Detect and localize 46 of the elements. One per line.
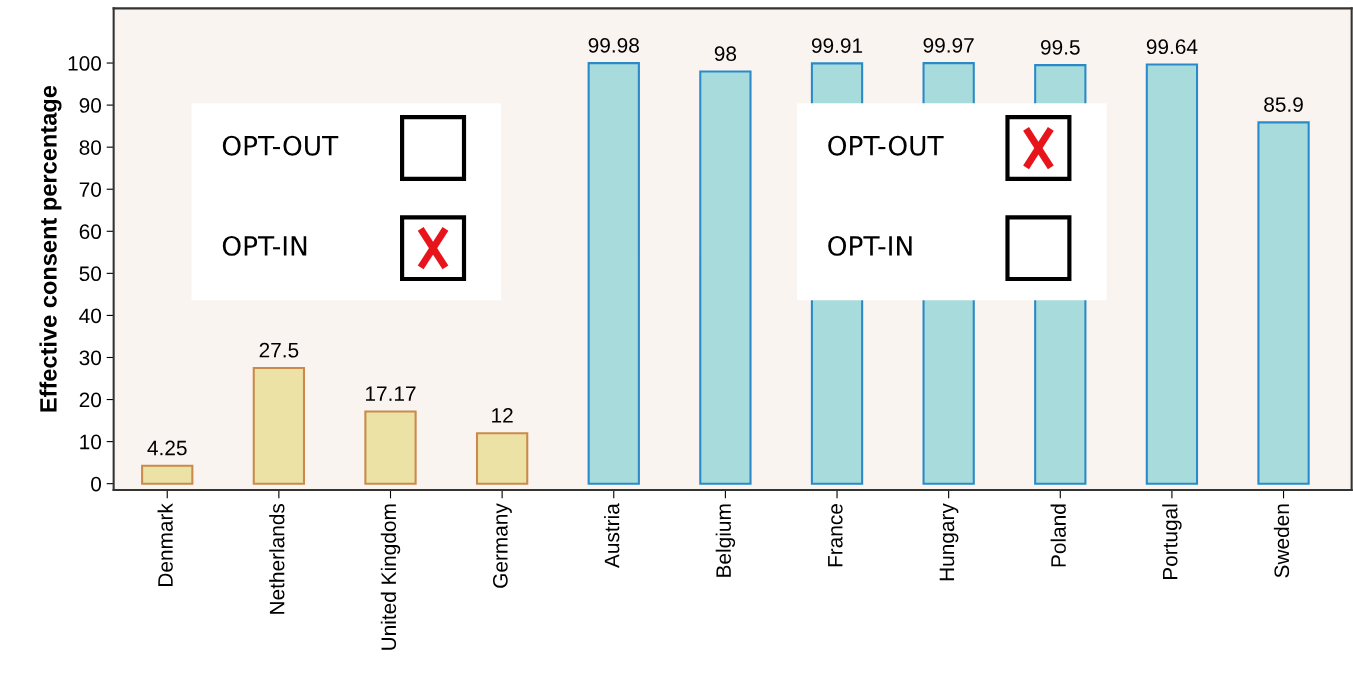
annotation: OPT-OUT: [828, 135, 944, 156]
bar: [252, 366, 306, 485]
data-label: 99.97: [923, 37, 974, 53]
bar: [587, 62, 640, 485]
x-tick-label: Belgium: [715, 504, 736, 577]
y-tick-label: 50: [79, 266, 102, 282]
y-tick-label: 20: [79, 392, 102, 408]
bar: [1257, 121, 1310, 485]
data-label: 98: [714, 46, 737, 62]
bar: [364, 410, 417, 485]
data-label: 85.9: [1264, 97, 1303, 112]
y-tick-label: 30: [79, 350, 102, 366]
x-tick-label: Netherlands: [269, 503, 285, 614]
data-label: 27.5: [259, 342, 299, 358]
x-tick-label: United Kingdom: [380, 504, 401, 650]
y-tick-label: 0: [91, 476, 102, 492]
data-label: 12: [492, 408, 513, 423]
data-label: 17.17: [366, 386, 416, 401]
y-axis-title: Effective consent percentage: [39, 85, 62, 412]
x-tick-label: Sweden: [1273, 504, 1290, 578]
x-tick-label: France: [828, 504, 843, 567]
bar: [699, 70, 752, 485]
annotation: OPT-OUT: [222, 135, 339, 156]
data-label: 99.5: [1040, 39, 1080, 55]
y-tick-label: 60: [79, 224, 102, 240]
bar: [475, 432, 529, 485]
x-tick-label: Denmark: [157, 503, 173, 586]
x-tick-label: Portugal: [1162, 504, 1182, 580]
data-label: 99.98: [588, 37, 639, 53]
y-tick-label: 90: [79, 98, 102, 113]
x-tick-label: Austria: [604, 503, 620, 568]
y-tick-label: 10: [80, 434, 102, 450]
annotation: OPT-IN: [222, 235, 307, 256]
y-tick-label: 80: [79, 140, 102, 155]
y-tick-label: 100: [68, 56, 102, 71]
bar: [141, 464, 194, 485]
y-tick-label: 70: [79, 182, 102, 197]
annotation: OPT-IN: [828, 235, 912, 256]
data-label: 99.91: [811, 38, 863, 53]
x-tick-label: Hungary: [939, 503, 959, 581]
x-tick-label: Germany: [492, 503, 512, 588]
data-label: 99.64: [1146, 39, 1198, 55]
bar: [1145, 63, 1199, 485]
y-tick-label: 40: [79, 308, 102, 324]
data-label: 4.25: [147, 440, 187, 456]
x-tick-label: Poland: [1050, 504, 1066, 567]
